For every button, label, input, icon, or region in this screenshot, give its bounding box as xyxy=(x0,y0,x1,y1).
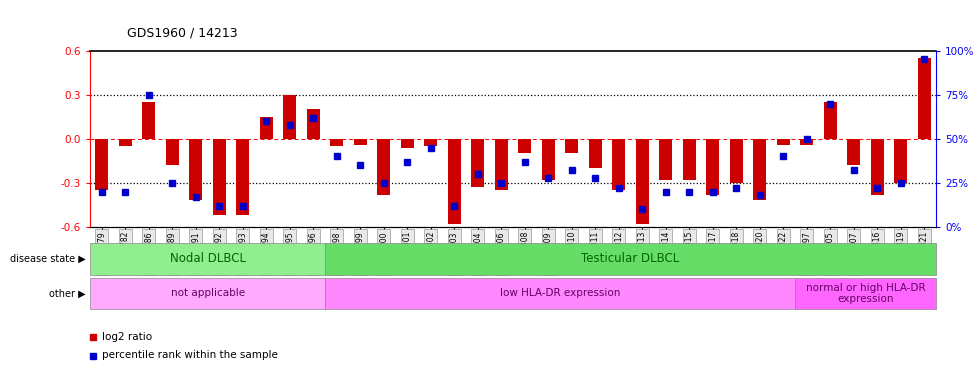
Bar xyxy=(213,139,225,215)
Text: normal or high HLA-DR
expression: normal or high HLA-DR expression xyxy=(806,283,925,304)
Bar xyxy=(401,139,414,148)
Bar xyxy=(795,278,936,309)
Text: other ▶: other ▶ xyxy=(49,288,85,298)
Text: GDS1960 / 14213: GDS1960 / 14213 xyxy=(127,26,238,39)
Bar xyxy=(636,139,649,224)
Bar xyxy=(801,139,813,145)
Bar xyxy=(325,278,795,309)
Bar xyxy=(236,139,249,215)
Bar xyxy=(518,139,531,153)
Text: low HLA-DR expression: low HLA-DR expression xyxy=(500,288,620,298)
Bar xyxy=(189,139,202,200)
Bar xyxy=(824,102,837,139)
Bar xyxy=(307,110,319,139)
Bar xyxy=(894,139,907,183)
Bar xyxy=(660,139,672,180)
Bar xyxy=(90,243,325,274)
Bar xyxy=(870,139,884,195)
Bar xyxy=(354,139,367,145)
Bar xyxy=(542,139,555,180)
Bar xyxy=(848,139,860,165)
Bar xyxy=(283,95,296,139)
Bar xyxy=(612,139,625,190)
Bar xyxy=(707,139,719,195)
Text: Testicular DLBCL: Testicular DLBCL xyxy=(581,252,679,265)
Text: not applicable: not applicable xyxy=(171,288,245,298)
Bar xyxy=(777,139,790,145)
Bar xyxy=(142,102,156,139)
Bar xyxy=(330,139,343,146)
Bar xyxy=(325,243,936,274)
Bar xyxy=(448,139,461,224)
Bar xyxy=(683,139,696,180)
Text: percentile rank within the sample: percentile rank within the sample xyxy=(102,351,278,360)
Bar xyxy=(90,278,325,309)
Bar xyxy=(917,58,931,139)
Text: Nodal DLBCL: Nodal DLBCL xyxy=(170,252,246,265)
Bar xyxy=(260,117,272,139)
Bar xyxy=(754,139,766,200)
Bar xyxy=(119,139,132,146)
Text: disease state ▶: disease state ▶ xyxy=(10,254,85,264)
Bar xyxy=(495,139,508,190)
Bar xyxy=(589,139,602,168)
Bar xyxy=(95,139,109,190)
Bar xyxy=(565,139,578,153)
Bar xyxy=(424,139,437,146)
Bar xyxy=(377,139,390,195)
Text: log2 ratio: log2 ratio xyxy=(102,332,153,342)
Bar xyxy=(471,139,484,187)
Bar xyxy=(166,139,178,165)
Bar xyxy=(730,139,743,183)
